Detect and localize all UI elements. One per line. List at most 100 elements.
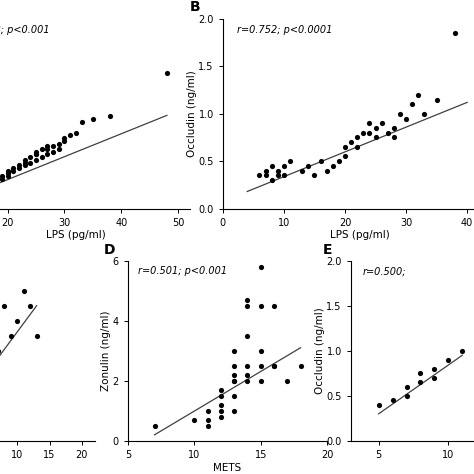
- Point: [280, 162, 288, 170]
- Point: [7, 332, 15, 339]
- Point: [230, 371, 238, 379]
- Point: [365, 129, 373, 137]
- Point: [354, 134, 361, 141]
- Point: [204, 407, 211, 415]
- Point: [270, 362, 278, 370]
- Point: [4, 172, 11, 180]
- Point: [61, 134, 68, 142]
- Point: [384, 129, 392, 137]
- Point: [390, 134, 398, 141]
- Point: [204, 416, 211, 424]
- Point: [217, 401, 225, 409]
- Y-axis label: Zonulin (ng/ml): Zonulin (ng/ml): [101, 310, 111, 391]
- Point: [297, 362, 304, 370]
- Point: [4, 167, 11, 174]
- Point: [354, 143, 361, 151]
- Point: [38, 145, 46, 153]
- Point: [458, 347, 466, 355]
- Point: [270, 302, 278, 310]
- Point: [32, 151, 40, 158]
- Point: [244, 377, 251, 384]
- Point: [280, 172, 288, 179]
- Point: [78, 118, 85, 126]
- Point: [204, 422, 211, 429]
- Point: [341, 143, 349, 151]
- Point: [4, 170, 11, 177]
- Point: [72, 129, 80, 137]
- Point: [433, 96, 440, 103]
- Point: [378, 119, 385, 127]
- Point: [402, 115, 410, 122]
- Point: [403, 383, 410, 391]
- Point: [255, 172, 263, 179]
- Point: [372, 134, 379, 141]
- Point: [417, 378, 424, 386]
- Point: [270, 362, 278, 370]
- Point: [230, 392, 238, 400]
- Point: [89, 115, 97, 123]
- Point: [21, 159, 28, 166]
- Point: [106, 113, 114, 120]
- Point: [304, 162, 312, 170]
- Point: [365, 119, 373, 127]
- Point: [389, 396, 396, 404]
- Point: [257, 362, 264, 370]
- Point: [27, 159, 34, 166]
- Point: [257, 302, 264, 310]
- Point: [335, 157, 343, 165]
- Text: B: B: [190, 0, 201, 14]
- Point: [230, 347, 238, 355]
- Point: [451, 29, 459, 37]
- Point: [372, 124, 379, 132]
- Point: [151, 422, 158, 429]
- Point: [347, 138, 355, 146]
- Point: [55, 140, 63, 147]
- Point: [0, 172, 6, 180]
- Point: [244, 302, 251, 310]
- Point: [323, 167, 330, 174]
- Point: [317, 157, 324, 165]
- Point: [409, 100, 416, 108]
- Point: [55, 145, 63, 153]
- Point: [0, 347, 1, 355]
- Y-axis label: Occludin (ng/ml): Occludin (ng/ml): [187, 70, 197, 157]
- Point: [244, 296, 251, 303]
- Point: [390, 124, 398, 132]
- Point: [414, 91, 422, 99]
- Text: r=0.501; p<0.001: r=0.501; p<0.001: [138, 266, 227, 276]
- Point: [66, 132, 74, 139]
- Point: [27, 302, 34, 310]
- Point: [445, 356, 452, 364]
- Point: [191, 416, 198, 424]
- Point: [230, 377, 238, 384]
- Point: [244, 371, 251, 379]
- Point: [262, 172, 269, 179]
- Point: [0, 302, 8, 310]
- X-axis label: METS: METS: [213, 463, 242, 473]
- Point: [44, 145, 51, 153]
- Point: [21, 156, 28, 164]
- X-axis label: LPS (pg/ml): LPS (pg/ml): [330, 230, 390, 240]
- Point: [403, 392, 410, 400]
- Point: [257, 347, 264, 355]
- Point: [274, 167, 282, 174]
- Text: r=0.500;: r=0.500;: [363, 266, 406, 276]
- Point: [230, 377, 238, 384]
- Text: D: D: [104, 243, 116, 257]
- Point: [61, 137, 68, 145]
- Point: [217, 407, 225, 415]
- Point: [27, 153, 34, 161]
- Point: [38, 153, 46, 161]
- Point: [44, 143, 51, 150]
- Point: [15, 162, 23, 169]
- Point: [359, 129, 367, 137]
- Point: [329, 162, 337, 170]
- Point: [217, 386, 225, 393]
- Point: [20, 287, 27, 294]
- Point: [217, 392, 225, 400]
- Point: [268, 176, 275, 184]
- Point: [230, 362, 238, 370]
- Point: [268, 162, 275, 170]
- Point: [274, 172, 282, 179]
- Point: [257, 263, 264, 271]
